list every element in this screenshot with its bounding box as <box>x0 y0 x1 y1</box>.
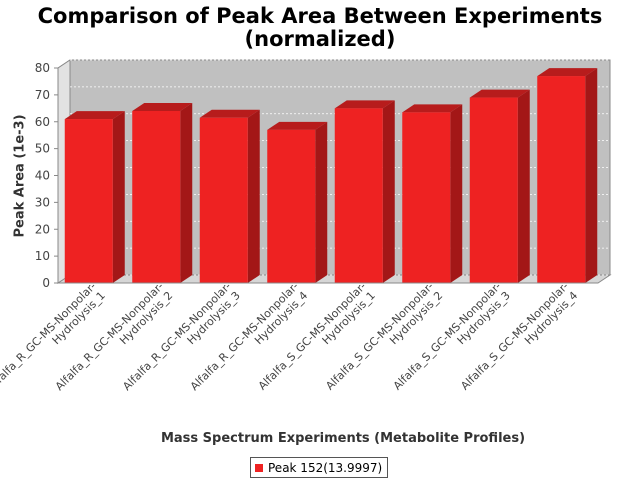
y-tick-label: 40 <box>35 169 50 183</box>
bar-top <box>402 104 463 113</box>
legend-label: Peak 152(13.9997) <box>268 460 383 475</box>
y-tick-label: 10 <box>35 249 50 263</box>
bar-top <box>199 109 260 118</box>
bar-top <box>537 68 598 77</box>
y-tick-label: 70 <box>35 88 50 102</box>
x-tick-label-line: Alfalfa_S_GC-MS-Nonpolar- <box>391 280 504 393</box>
x-tick-label-line: Alfalfa_S_GC-MS-Nonpolar- <box>323 280 436 393</box>
bar <box>64 119 113 283</box>
y-tick-label: 80 <box>35 61 50 75</box>
bar-side <box>382 100 395 283</box>
bar-side <box>180 103 193 283</box>
legend: Peak 152(13.9997) <box>250 457 389 478</box>
legend-swatch <box>255 463 263 472</box>
bar-side <box>315 121 328 283</box>
bar-top <box>132 103 193 111</box>
chart-title-line-2: (normalized) <box>244 27 396 51</box>
chart-title-line-1: Comparison of Peak Area Between Experime… <box>37 4 603 28</box>
x-tick-label-line: Alfalfa_R_GC-MS-Nonpolar- <box>120 280 233 393</box>
bar-side <box>517 89 530 283</box>
bar-side <box>585 68 598 283</box>
bar <box>267 129 316 283</box>
y-tick-label: 30 <box>35 195 50 209</box>
y-tick-label: 0 <box>42 276 50 290</box>
bar-side <box>112 111 125 283</box>
bar-top <box>267 121 328 130</box>
bar <box>469 97 518 283</box>
bar-side <box>450 104 463 283</box>
bar <box>402 112 451 283</box>
bar <box>334 108 383 283</box>
bar-top <box>64 111 125 120</box>
x-tick-label-line: Alfalfa_R_GC-MS-Nonpolar- <box>53 280 166 393</box>
x-tick-label-line: Alfalfa_S_GC-MS-Nonpolar- <box>256 280 369 393</box>
y-tick-label: 60 <box>35 115 50 129</box>
bar <box>132 111 181 283</box>
x-tick-label-line: Alfalfa_R_GC-MS-Nonpolar- <box>188 280 301 393</box>
x-tick-label-line: Alfalfa_R_GC-MS-Nonpolar- <box>0 280 99 393</box>
y-tick-label: 20 <box>35 222 50 236</box>
bar <box>537 76 586 283</box>
bar-top <box>469 89 530 98</box>
bar <box>199 117 248 283</box>
y-axis-label: Peak Area (1e-3) <box>12 114 28 238</box>
bar-side <box>247 109 260 283</box>
x-axis-label: Mass Spectrum Experiments (Metabolite Pr… <box>160 431 526 446</box>
y-tick-label: 50 <box>35 142 50 156</box>
bar-top <box>334 100 395 109</box>
x-tick-label-line: Alfalfa_S_GC-MS-Nonpolar- <box>458 280 571 393</box>
